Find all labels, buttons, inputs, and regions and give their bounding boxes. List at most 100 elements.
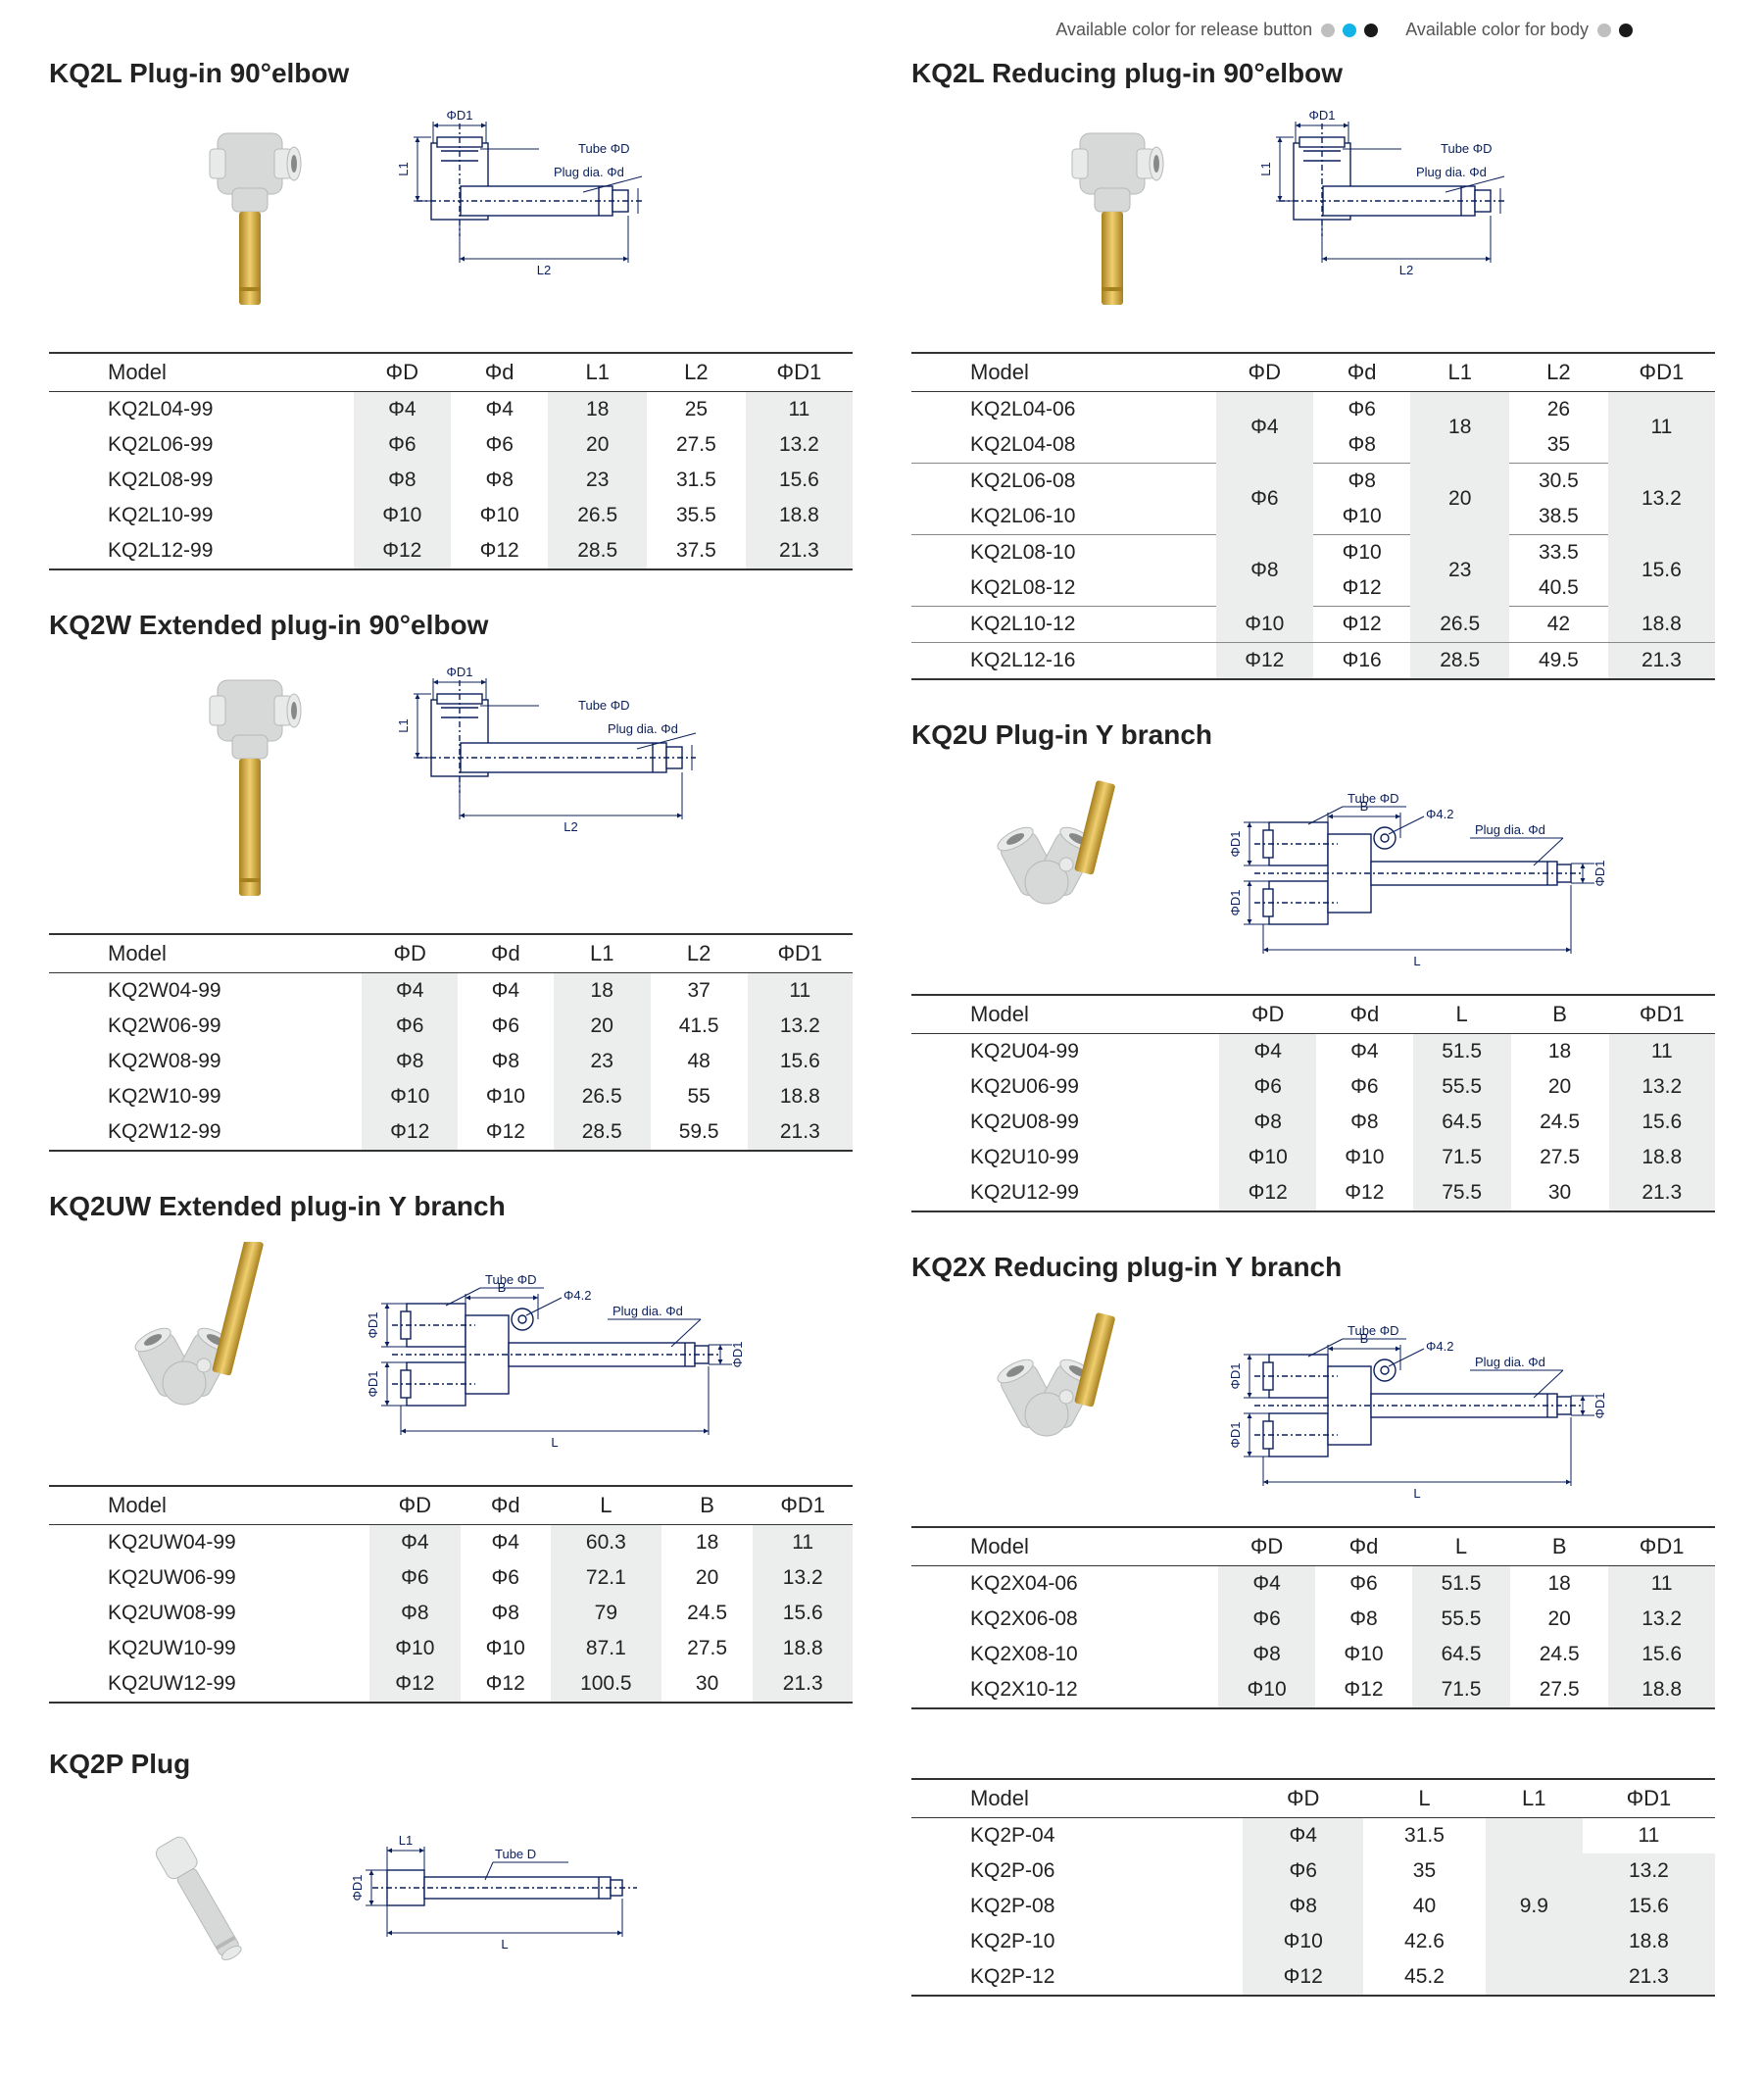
table-cell: 59.5 (651, 1114, 748, 1151)
color-dot (1321, 24, 1335, 37)
table-cell: KQ2X08-10 (911, 1637, 1218, 1672)
table-cell: KQ2U12-99 (911, 1175, 1219, 1211)
section-kq2p: KQ2P Plug ΦD1L1Tube DL (49, 1749, 853, 1984)
table-cell: 21.3 (748, 1114, 853, 1151)
table-row: KQ2W04-99Φ4Φ4183711 (49, 973, 853, 1010)
table-row: KQ2L06-08Φ6Φ82030.513.2 (911, 464, 1715, 500)
table-cell: Φ12 (458, 1114, 554, 1151)
svg-text:ΦD1: ΦD1 (1309, 109, 1336, 123)
table-cell: 11 (1609, 1034, 1715, 1070)
table-cell: 35.5 (647, 498, 746, 533)
table-cell: 79 (551, 1596, 662, 1631)
photo-y (970, 1303, 1186, 1508)
table-row: KQ2U08-99Φ8Φ864.524.515.6 (911, 1105, 1715, 1140)
legend-body-label: Available color for body (1405, 20, 1589, 39)
table-cell: KQ2UW08-99 (49, 1596, 369, 1631)
col-header: ΦD (354, 353, 451, 392)
table-kq2l: ModelΦDΦdL1L2ΦD1 KQ2L04-99Φ4Φ4182511KQ2L… (49, 352, 853, 570)
table-cell: KQ2UW12-99 (49, 1666, 369, 1703)
table-cell: Φ10 (458, 1079, 554, 1114)
diagram-y: ΦD1ΦD1Tube ΦDBΦ4.2Plug dia. ΦdLΦD1 (353, 1252, 745, 1457)
table-cell: 37 (651, 973, 748, 1010)
section-kq2u: KQ2U Plug-in Y branch ΦD1ΦD1Tube ΦDBΦ4.2… (911, 719, 1715, 1212)
table-row: KQ2X04-06Φ4Φ651.51811 (911, 1566, 1715, 1603)
svg-text:L1: L1 (399, 1833, 413, 1848)
table-row: KQ2L08-12Φ1240.5 (911, 570, 1715, 607)
table-cell: 26.5 (548, 498, 647, 533)
col-header: L (1413, 995, 1511, 1034)
table-cell: Φ4 (451, 392, 548, 428)
section-kq2l: KQ2L Plug-in 90°elbow ΦD1L1L2Tube ΦDPlug… (49, 58, 853, 570)
table-cell: KQ2W06-99 (49, 1009, 362, 1044)
table-cell: 24.5 (662, 1596, 754, 1631)
svg-text:Tube ΦD: Tube ΦD (1348, 791, 1399, 806)
table-cell: 15.6 (753, 1596, 853, 1631)
table-cell: 21.3 (1609, 1175, 1715, 1211)
table-cell: 71.5 (1412, 1672, 1510, 1708)
svg-text:B: B (1360, 799, 1369, 814)
svg-text:Tube ΦD: Tube ΦD (485, 1272, 537, 1287)
table-cell: Φ10 (354, 498, 451, 533)
table-row: KQ2L04-06Φ4Φ6182611 (911, 392, 1715, 428)
svg-text:ΦD1: ΦD1 (1228, 1363, 1243, 1390)
table-cell: KQ2W10-99 (49, 1079, 362, 1114)
table-cell: Φ6 (1315, 1566, 1412, 1603)
photo-elbow (1019, 114, 1196, 329)
table-cell: Φ6 (461, 1560, 551, 1596)
diagram-plug: ΦD1L1Tube DL (333, 1809, 666, 1956)
table-cell: 18.8 (753, 1631, 853, 1666)
table-cell: Φ12 (1316, 1175, 1413, 1211)
table-kq2l-red: ModelΦDΦdL1L2ΦD1 KQ2L04-06Φ4Φ6182611KQ2L… (911, 352, 1715, 680)
col-header: B (1511, 995, 1609, 1034)
table-cell: Φ10 (1218, 1672, 1315, 1708)
table-cell: Φ8 (451, 463, 548, 498)
table-cell: Φ6 (1316, 1069, 1413, 1105)
svg-text:ΦD1: ΦD1 (447, 666, 473, 679)
table-cell: 41.5 (651, 1009, 748, 1044)
svg-text:ΦD1: ΦD1 (366, 1312, 380, 1339)
table-cell: Φ8 (1218, 1637, 1315, 1672)
col-header: ΦD (369, 1486, 460, 1525)
table-row: KQ2UW04-99Φ4Φ460.31811 (49, 1525, 853, 1561)
col-header: ΦD (1218, 1527, 1315, 1566)
table-cell: Φ12 (1315, 1672, 1412, 1708)
table-row: KQ2L08-10Φ8Φ102333.515.6 (911, 535, 1715, 571)
table-cell: KQ2L10-99 (49, 498, 354, 533)
table-cell: KQ2U10-99 (911, 1140, 1219, 1175)
table-cell: 24.5 (1511, 1105, 1609, 1140)
section-title: KQ2L Plug-in 90°elbow (49, 58, 853, 89)
table-row: KQ2P-08Φ84015.6 (911, 1889, 1715, 1924)
table-cell: 64.5 (1413, 1105, 1511, 1140)
diagram-elbow: ΦD1L1L2Tube ΦDPlug dia. Φd (1225, 109, 1548, 334)
table-cell: 27.5 (1510, 1672, 1608, 1708)
table-row: KQ2X08-10Φ8Φ1064.524.515.6 (911, 1637, 1715, 1672)
legend-release-label: Available color for release button (1055, 20, 1312, 39)
table-cell: Φ4 (354, 392, 451, 428)
color-dot (1597, 24, 1611, 37)
col-header: Φd (461, 1486, 551, 1525)
col-header: Φd (1316, 995, 1413, 1034)
col-header: Model (49, 1486, 369, 1525)
photo-elbow (157, 114, 333, 329)
svg-text:Plug dia. Φd: Plug dia. Φd (554, 165, 624, 179)
table-cell: Φ4 (362, 973, 458, 1010)
table-cell: KQ2L06-99 (49, 427, 354, 463)
svg-text:Tube ΦD: Tube ΦD (578, 141, 630, 156)
table-cell: 11 (748, 973, 853, 1010)
table-row: KQ2U04-99Φ4Φ451.51811 (911, 1034, 1715, 1070)
section-kq2uw: KQ2UW Extended plug-in Y branch ΦD1ΦD1Tu… (49, 1191, 853, 1704)
svg-text:Φ4.2: Φ4.2 (564, 1288, 591, 1303)
svg-text:ΦD1: ΦD1 (350, 1875, 365, 1902)
table-cell: Φ8 (1219, 1105, 1316, 1140)
table-cell: 15.6 (746, 463, 853, 498)
table-cell: 28.5 (548, 533, 647, 569)
photo-y (970, 770, 1186, 976)
svg-text:Tube ΦD: Tube ΦD (1441, 141, 1493, 156)
table-cell: 21.3 (746, 533, 853, 569)
table-cell: 15.6 (1608, 1637, 1715, 1672)
table-cell: 87.1 (551, 1631, 662, 1666)
table-cell: 27.5 (662, 1631, 754, 1666)
table-cell: 20 (548, 427, 647, 463)
table-cell: Φ8 (354, 463, 451, 498)
table-cell: KQ2UW06-99 (49, 1560, 369, 1596)
